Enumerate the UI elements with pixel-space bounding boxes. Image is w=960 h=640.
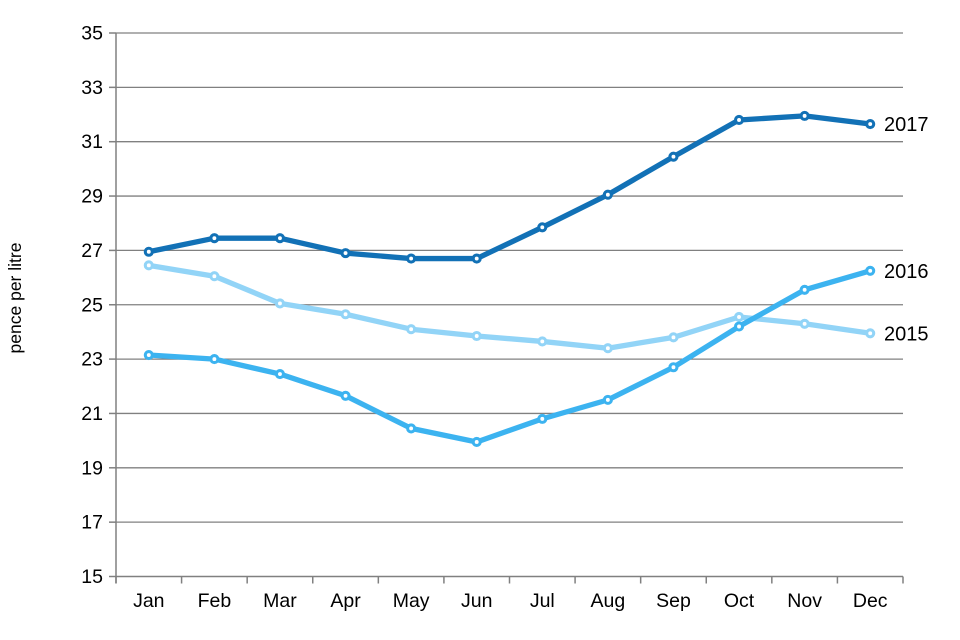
series-marker-2017-oct (733, 114, 745, 126)
y-tick-label: 33 (81, 77, 103, 99)
y-tick-label: 25 (81, 294, 103, 316)
x-tick-label-nov: Nov (787, 590, 822, 612)
series-marker-2017-mar (274, 233, 286, 244)
series-marker-2016-dec (865, 265, 876, 276)
series-marker-2015-jul (537, 336, 548, 347)
series-marker-2015-jun (471, 330, 482, 342)
series-marker-2016-oct (733, 321, 745, 332)
y-tick-label: 23 (81, 349, 103, 371)
series-marker-2017-jun (471, 253, 482, 264)
series-marker-2015-mar (274, 298, 286, 309)
series-marker-2016-apr (340, 390, 351, 401)
y-tick-label: 15 (81, 566, 103, 588)
y-tick-label: 27 (81, 240, 103, 262)
y-tick-label: 17 (81, 512, 103, 534)
series-end-label-2017: 2017 (884, 114, 929, 136)
series-marker-2016-may (406, 423, 417, 434)
series-marker-2016-aug (602, 394, 613, 405)
series-marker-2016-feb (209, 354, 220, 365)
series-marker-2017-feb (209, 233, 220, 244)
series-marker-2017-may (406, 253, 417, 264)
series-marker-2017-dec (865, 118, 876, 130)
y-tick-label: 29 (81, 186, 103, 208)
x-tick-label-aug: Aug (591, 590, 626, 612)
series-line-2016 (146, 268, 873, 445)
x-tick-label-sep: Sep (656, 590, 691, 612)
series-2016: 2016 (143, 261, 929, 448)
y-tick-label: 21 (81, 403, 103, 425)
series-marker-2015-apr (340, 309, 351, 320)
series-marker-2017-sep (668, 151, 679, 162)
series-marker-2015-may (406, 324, 417, 335)
x-tick-label-jan: Jan (133, 590, 164, 612)
series-end-label-2016: 2016 (884, 261, 929, 283)
series-2017: 2017 (143, 110, 929, 264)
series-marker-2016-jun (471, 436, 482, 448)
series-end-label-2015: 2015 (884, 323, 929, 345)
series-marker-2016-jul (537, 413, 548, 424)
series-marker-2017-jul (537, 222, 548, 233)
series-marker-2016-jan (143, 349, 154, 361)
series-marker-2015-feb (209, 271, 220, 282)
x-tick-label-apr: Apr (330, 590, 361, 612)
series-marker-2017-nov (799, 110, 810, 121)
x-tick-label-jul: Jul (530, 590, 555, 612)
x-tick-label-mar: Mar (263, 590, 297, 612)
y-axis-title: pence per litre (5, 243, 25, 354)
x-tick-label-oct: Oct (724, 590, 755, 612)
x-tick-label-jun: Jun (461, 590, 492, 612)
series-marker-2016-sep (668, 362, 679, 373)
series-marker-2017-apr (340, 248, 351, 259)
series-line-2017 (146, 113, 873, 262)
series-marker-2015-jan (143, 260, 154, 271)
series-marker-2015-aug (602, 343, 613, 354)
x-tick-label-dec: Dec (853, 590, 888, 612)
y-tick-label: 31 (81, 131, 103, 153)
x-tick-label-may: May (393, 590, 430, 612)
series-marker-2016-nov (799, 284, 810, 295)
series-2015: 2015 (143, 260, 929, 354)
series-marker-2015-sep (668, 332, 679, 343)
series-marker-2016-mar (274, 368, 286, 380)
series-marker-2017-aug (602, 189, 613, 200)
series-marker-2015-nov (799, 318, 810, 329)
series-marker-2017-jan (143, 246, 154, 257)
x-tick-label-feb: Feb (198, 590, 232, 612)
y-tick-label: 19 (81, 457, 103, 479)
series-line-2015 (146, 262, 873, 351)
series-marker-2015-dec (865, 328, 876, 339)
y-tick-label: 35 (81, 23, 103, 45)
series-marker-2015-oct (733, 311, 745, 323)
